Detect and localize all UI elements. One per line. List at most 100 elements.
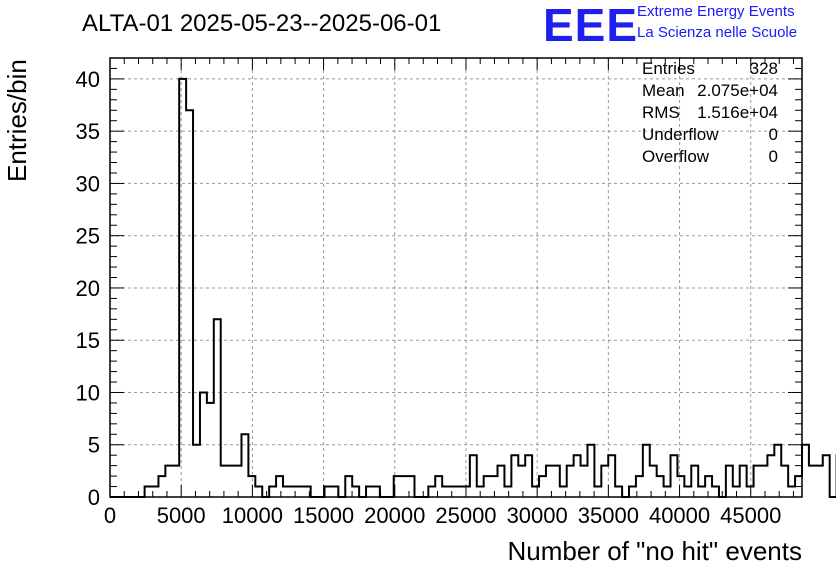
histogram-bin [511, 455, 518, 497]
y-tick-label: 5 [88, 433, 100, 458]
histogram-bin [712, 487, 719, 497]
stats-row-rms: RMS 1.516e+04 [642, 102, 782, 124]
y-tick-label: 25 [76, 224, 100, 249]
x-tick-label: 0 [104, 503, 116, 528]
x-tick-label: 15000 [293, 503, 354, 528]
y-tick-label: 40 [76, 67, 100, 92]
stats-value: 2.075e+04 [697, 81, 778, 100]
histogram-bin [269, 487, 276, 497]
histogram-bin [276, 476, 283, 497]
histogram-bin [781, 466, 788, 497]
histogram-bin [193, 445, 200, 497]
histogram-bin [698, 487, 705, 497]
histogram-bin [823, 455, 830, 497]
histogram-bin [615, 487, 622, 497]
histogram-bin [449, 487, 456, 497]
stats-value: 1.516e+04 [697, 103, 778, 122]
histogram-bin [290, 487, 297, 497]
x-tick-label: 40000 [649, 503, 710, 528]
histogram-bin [657, 476, 664, 497]
histogram-bin [691, 466, 698, 497]
histogram-bin [816, 466, 823, 497]
histogram-bin [241, 434, 248, 497]
histogram-bin [581, 466, 588, 497]
logo-line-2: La Scienza nelle Scuole [637, 24, 798, 41]
y-tick-label: 20 [76, 276, 100, 301]
y-tick-label: 10 [76, 380, 100, 405]
stats-value: 0 [768, 147, 778, 166]
histogram-bin [754, 466, 761, 497]
histogram-bin [498, 466, 505, 497]
histogram-outline [110, 77, 836, 498]
histogram-bin [747, 487, 754, 497]
histogram-bin [671, 455, 678, 497]
logo-line-1: Extreme Energy Events [637, 3, 795, 20]
x-tick-label: 35000 [578, 503, 639, 528]
x-tick-label: 10000 [222, 503, 283, 528]
histogram-bin [428, 487, 435, 497]
histogram-bin [774, 445, 781, 497]
stats-label: Overflow [642, 147, 710, 166]
histogram-bin [788, 487, 795, 497]
histogram-bin [214, 319, 221, 497]
histogram-bin [532, 487, 539, 497]
x-tick-label: 5000 [157, 503, 206, 528]
y-tick-label: 0 [88, 485, 100, 510]
histogram-bin [553, 466, 560, 497]
histogram-bin [255, 487, 262, 497]
histogram-bin [442, 487, 449, 497]
histogram-bin [145, 487, 152, 497]
histogram-bin [567, 466, 574, 497]
histogram-bin [352, 487, 359, 497]
histogram-bin [345, 476, 352, 497]
histogram-bin [484, 476, 491, 497]
histogram-bin [601, 466, 608, 497]
stats-label: Underflow [642, 125, 719, 144]
histogram-bin [186, 110, 193, 497]
x-tick-label: 20000 [364, 503, 425, 528]
histogram-bin [518, 466, 525, 497]
histogram-bin [587, 445, 594, 497]
histogram-bin [297, 487, 304, 497]
histogram-bin [366, 487, 373, 497]
histogram-bin [172, 466, 179, 497]
x-tick-label: 30000 [507, 503, 568, 528]
stats-label: Mean [642, 81, 685, 100]
histogram-bin [435, 476, 442, 497]
histogram-bin [504, 487, 511, 497]
histogram-bin [684, 487, 691, 497]
histogram-bin [726, 466, 733, 497]
histogram-bin [574, 455, 581, 497]
histogram-bin [373, 487, 380, 497]
stats-row-underflow: Underflow 0 [642, 124, 782, 146]
histogram-bin [158, 476, 165, 497]
histogram-bin [470, 455, 477, 497]
stats-row-entries: Entries 328 [642, 58, 782, 80]
y-tick-label: 15 [76, 328, 100, 353]
y-axis-label: Entries/bin [2, 59, 32, 182]
histogram-bin [705, 476, 712, 497]
histogram-bin [809, 466, 816, 497]
stats-label: RMS [642, 103, 680, 122]
histogram-bin [767, 455, 774, 497]
histogram-bin [401, 476, 408, 497]
histogram-bin [248, 476, 255, 497]
histogram-bin [664, 487, 671, 497]
histogram-bin [325, 487, 332, 497]
histogram-bin [539, 476, 546, 497]
stats-box: Entries 328 Mean 2.075e+04 RMS 1.516e+04… [642, 58, 782, 168]
x-axis-label: Number of "no hit" events [507, 536, 803, 566]
histogram-bin [760, 466, 767, 497]
histogram-bin [677, 476, 684, 497]
x-tick-label: 25000 [435, 503, 496, 528]
x-tick-label: 45000 [720, 503, 781, 528]
histogram-bin [629, 487, 636, 497]
y-tick-label: 30 [76, 171, 100, 196]
histogram-bin [608, 455, 615, 497]
histogram-bin [740, 466, 747, 497]
histogram-bin [525, 455, 532, 497]
stats-row-overflow: Overflow 0 [642, 146, 782, 168]
stats-value: 328 [749, 59, 778, 78]
histogram-bin [207, 403, 214, 497]
